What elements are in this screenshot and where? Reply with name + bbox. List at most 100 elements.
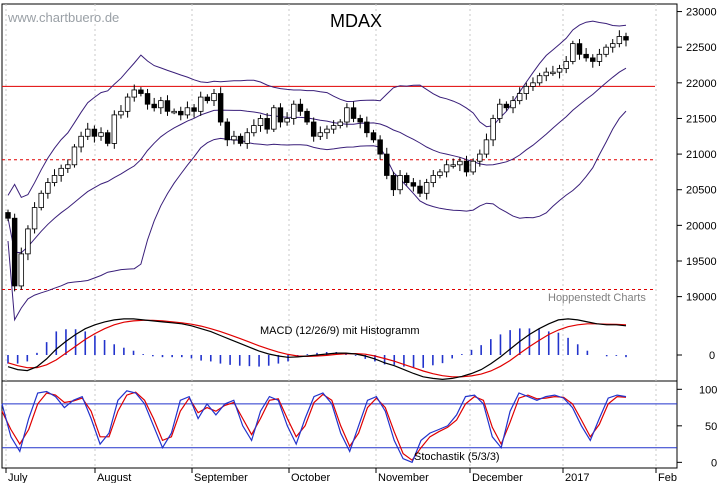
bollinger-middle: [7, 67, 627, 254]
candle: [510, 100, 516, 109]
month-label: September: [194, 472, 248, 483]
plot-border: [1, 3, 678, 469]
month-label: December: [472, 472, 523, 483]
candle: [197, 96, 204, 112]
candle: [85, 128, 91, 137]
candle: [403, 175, 410, 183]
candle: [237, 135, 244, 144]
candle: [344, 107, 350, 123]
candle: [317, 132, 324, 137]
watermark: www.chartbuero.de: [7, 10, 119, 25]
bollinger-lower: [7, 110, 627, 322]
price-tick-label: 19000: [686, 292, 717, 304]
price-panel: [2, 20, 655, 322]
macd-label: MACD (12/26/9) mit Histogramm: [260, 325, 420, 337]
candle: [330, 125, 337, 130]
candle: [596, 53, 603, 62]
candle: [490, 118, 496, 141]
candle: [277, 107, 284, 123]
candle: [164, 100, 171, 112]
candle: [364, 121, 370, 134]
candle: [231, 135, 237, 141]
candle: [609, 43, 616, 48]
candle: [178, 110, 184, 116]
price-tick-label: 20000: [686, 220, 717, 232]
price-tick-label: 21500: [686, 113, 717, 125]
candle: [171, 110, 177, 114]
candle: [211, 93, 217, 102]
candle: [563, 61, 569, 69]
candle: [377, 139, 383, 155]
candle: [430, 175, 437, 183]
candle: [45, 182, 51, 194]
candle: [384, 153, 390, 176]
candle: [437, 171, 443, 176]
price-tick-label: 23000: [686, 7, 717, 19]
candle: [417, 185, 423, 194]
macd-tick-label: 0: [709, 350, 715, 362]
candle: [536, 75, 543, 84]
candle: [31, 207, 38, 230]
candle: [58, 167, 64, 176]
candle: [11, 217, 18, 287]
candle: [337, 121, 343, 126]
price-tick-label: 20500: [686, 185, 717, 197]
candle: [497, 103, 503, 119]
month-label: Feb: [658, 472, 677, 483]
month-label: November: [378, 472, 429, 483]
month-label: August: [97, 472, 131, 483]
candle: [357, 118, 363, 123]
candle: [397, 175, 403, 191]
candle: [118, 110, 124, 116]
candle: [310, 121, 317, 137]
price-tick-label: 21000: [686, 149, 717, 161]
stochastic-label: Stochastik (5/3/3): [414, 451, 500, 463]
stochastic-tick-label: 0: [711, 457, 717, 469]
candle: [350, 107, 357, 119]
candle: [51, 175, 58, 183]
candle: [523, 85, 530, 94]
month-label: October: [291, 472, 330, 483]
candle: [590, 57, 596, 62]
candle: [78, 135, 84, 148]
chart-title: MDAX: [330, 11, 382, 31]
candle: [410, 182, 417, 187]
candle: [457, 160, 463, 166]
stochastic-panel: [1, 390, 677, 464]
candle: [18, 253, 25, 287]
candle: [603, 46, 609, 55]
candle: [224, 121, 231, 141]
candle: [623, 36, 629, 41]
candle: [324, 128, 330, 134]
candle: [556, 68, 563, 73]
candle: [204, 96, 211, 102]
candle: [297, 103, 304, 112]
candle: [144, 93, 151, 105]
candle: [550, 71, 556, 75]
candle: [543, 71, 549, 77]
candle: [184, 107, 191, 116]
candle: [271, 107, 277, 130]
stochastic-tick-label: 100: [699, 384, 717, 396]
candle: [158, 100, 164, 109]
price-tick-label: 22500: [686, 42, 717, 54]
candle: [191, 107, 197, 112]
candle: [530, 82, 536, 87]
candle: [443, 164, 450, 173]
candle: [304, 110, 310, 123]
candle: [576, 43, 583, 55]
month-label: 2017: [565, 472, 589, 483]
candle: [251, 125, 257, 134]
grid-layer: [5, 4, 657, 468]
candle: [516, 93, 523, 102]
candle: [570, 43, 576, 62]
candle: [91, 128, 98, 137]
axes-layer: 19000 19500 20000 20500 21000 21500 22000 22500…: [5, 7, 717, 483]
candle: [470, 160, 476, 173]
candle: [264, 118, 270, 130]
candle: [483, 139, 490, 155]
candle: [370, 132, 377, 141]
candle: [217, 93, 224, 123]
chart-frame: [1, 3, 678, 469]
stochastic-k-line: [1, 390, 627, 464]
